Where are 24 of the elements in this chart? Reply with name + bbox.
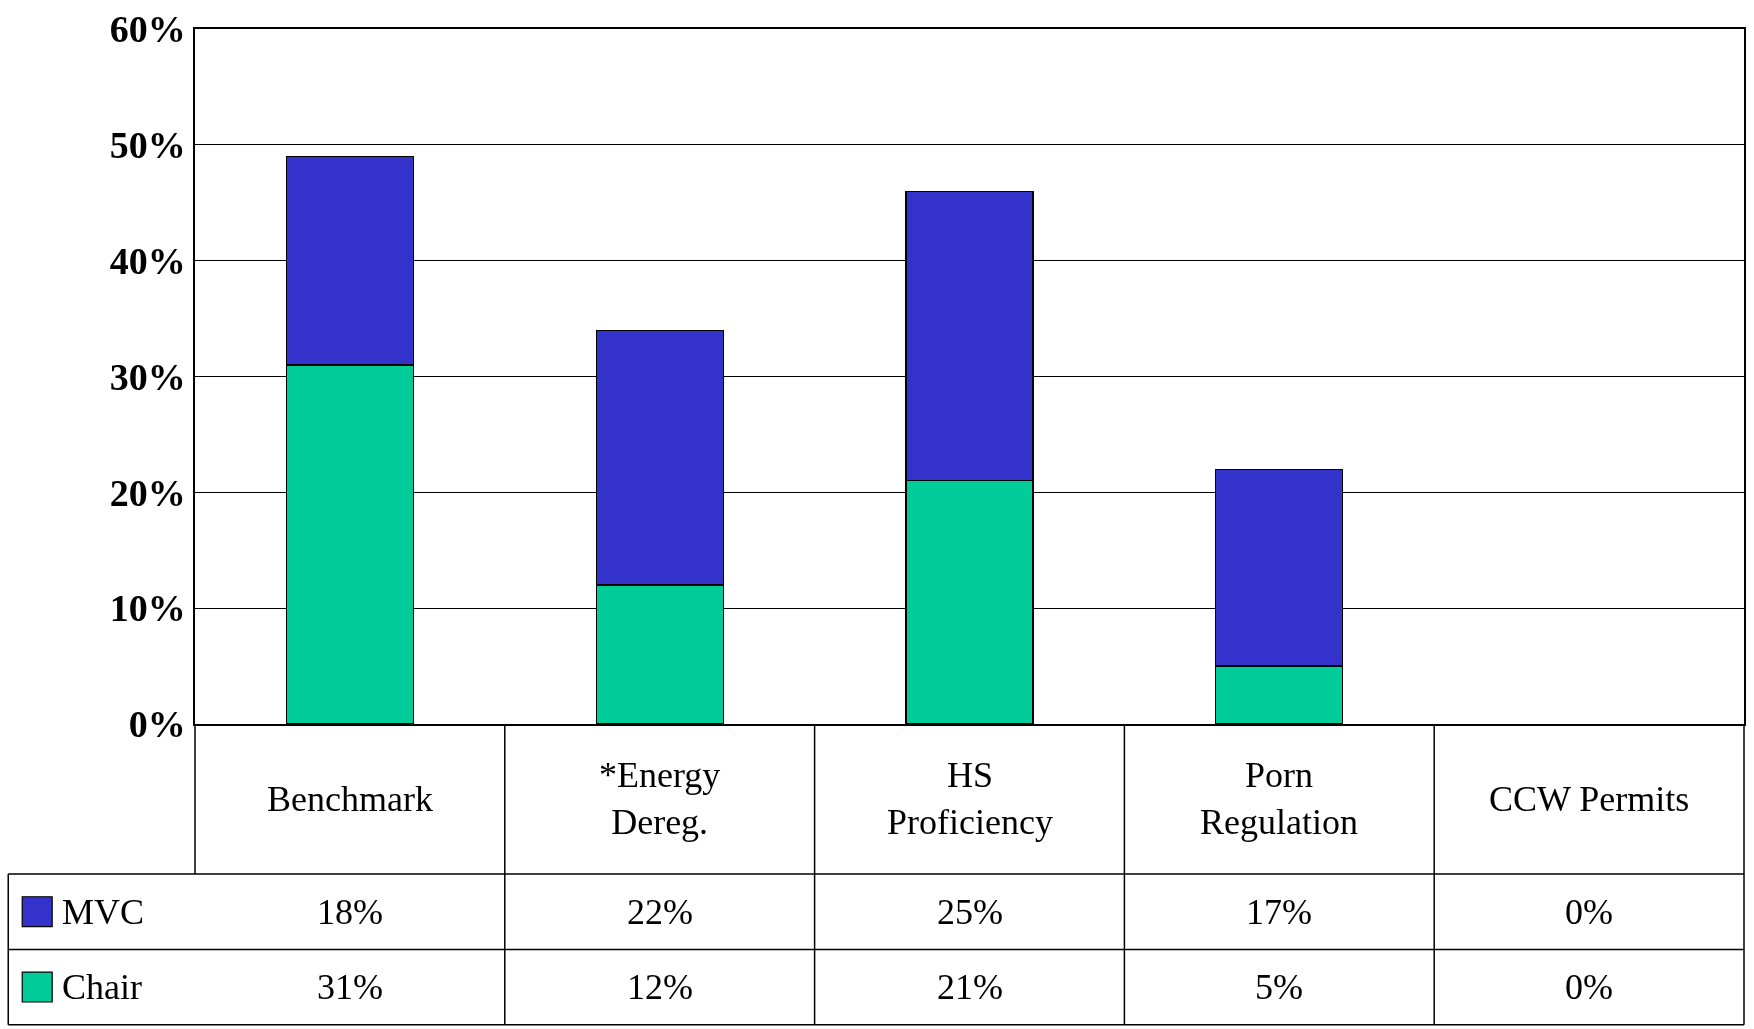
y-tick-label: 0% [128,703,186,746]
x-tick-label: Porn Regulation [1200,755,1358,842]
legend-label: MVC [62,892,145,932]
y-tick-label: 30% [109,355,186,398]
data-label: 18% [317,892,383,932]
y-tick-label: 10% [109,587,186,630]
data-label: 5% [1255,967,1303,1007]
y-tick-label: 60% [109,8,186,51]
x-tick-label: Benchmark [267,779,433,819]
data-label: 12% [627,967,693,1007]
y-tick-label: 50% [109,124,186,167]
data-label: 0% [1565,892,1613,932]
x-tick-label: *Energy Dereg. [599,755,721,842]
y-tick-label: 20% [109,471,186,514]
x-tick-label: CCW Permits [1489,779,1690,819]
data-label: 17% [1246,892,1312,932]
data-label: 0% [1565,967,1613,1007]
data-label: 21% [937,967,1003,1007]
y-tick-label: 40% [109,239,186,282]
data-label: 31% [317,967,383,1007]
data-label: 25% [937,892,1003,932]
legend-label: Chair [62,967,142,1007]
data-label: 22% [627,892,693,932]
x-tick-label: HS Proficiency [887,755,1053,842]
